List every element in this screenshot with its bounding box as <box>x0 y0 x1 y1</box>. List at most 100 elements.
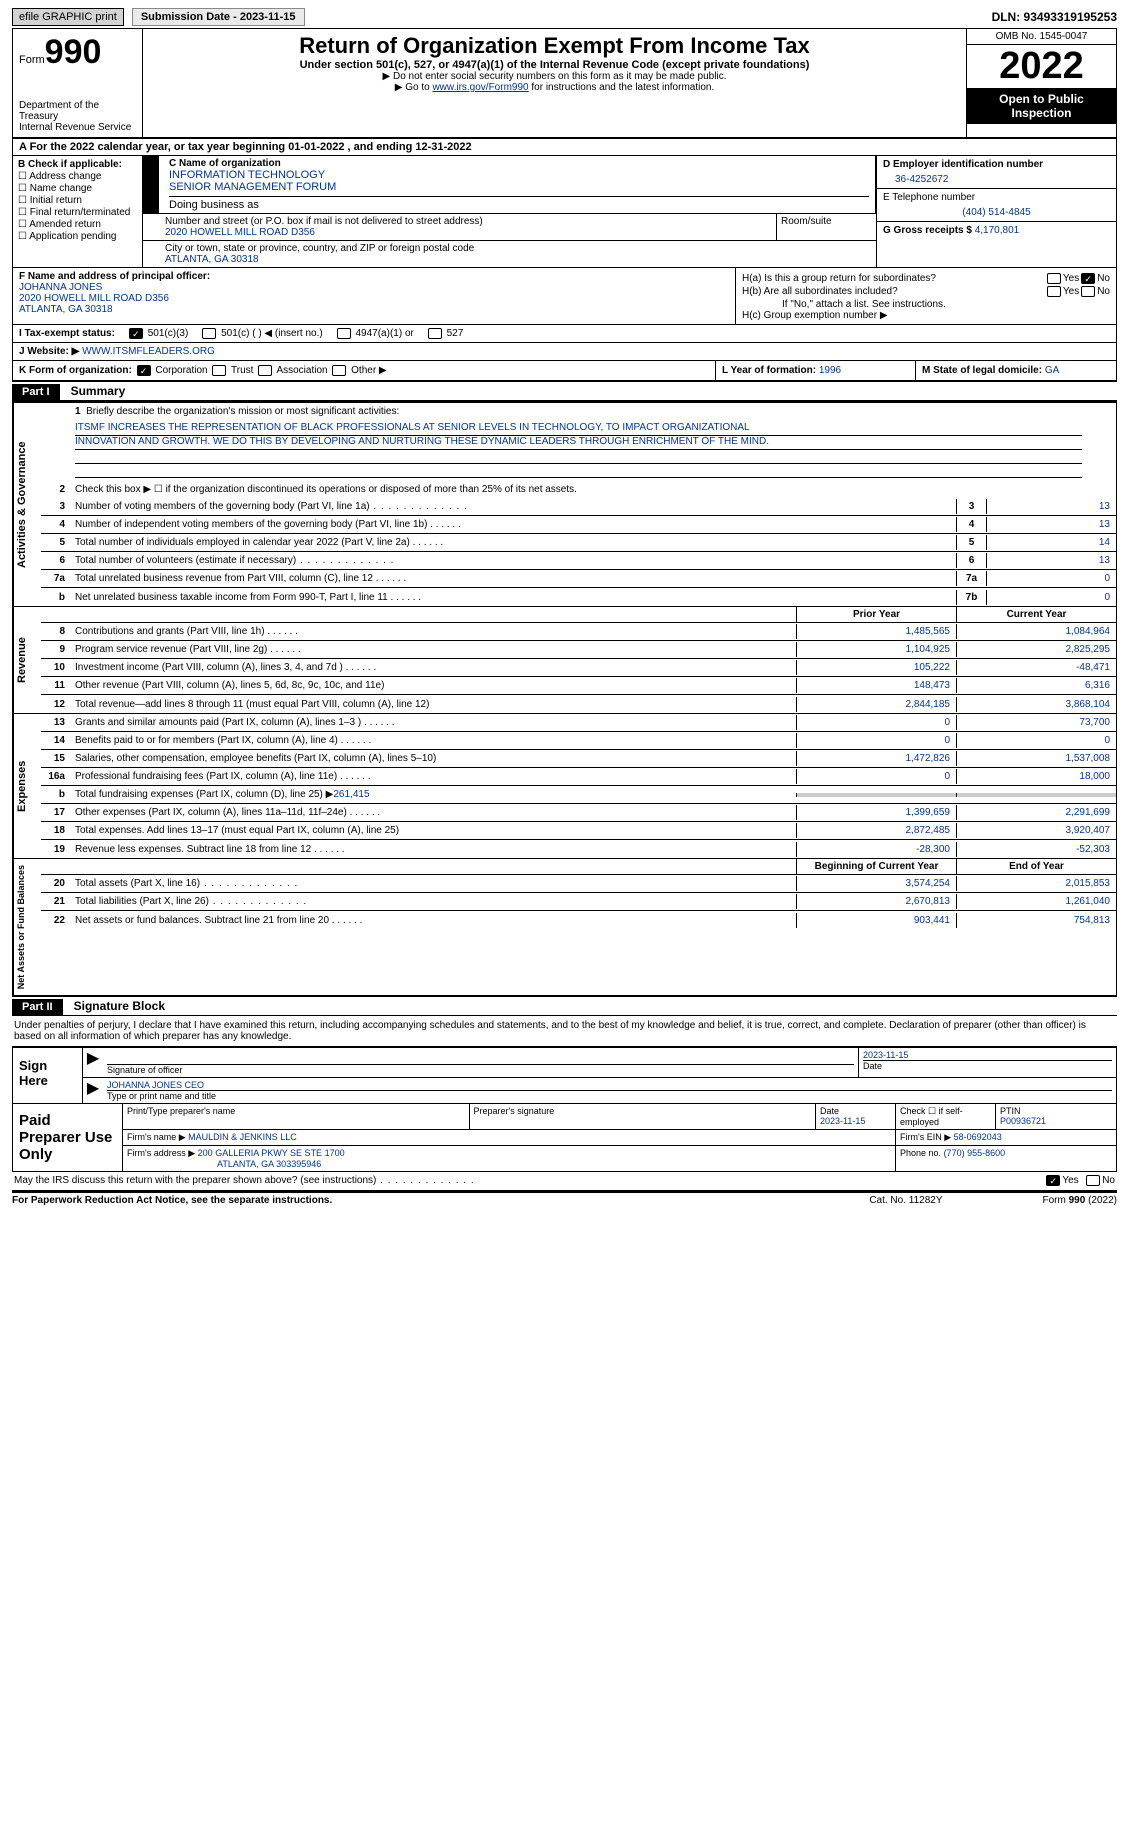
org-name2: SENIOR MANAGEMENT FORUM <box>169 181 869 193</box>
cy13: 73,700 <box>956 715 1116 730</box>
hb-note: If "No," attach a list. See instructions… <box>742 299 1110 310</box>
py10: 105,222 <box>796 660 956 675</box>
line20: Total assets (Part X, line 16) <box>71 876 796 891</box>
val7b: 0 <box>986 590 1116 605</box>
k-label: K Form of organization: <box>19 365 132 376</box>
chk-amended[interactable]: ☐ Amended return <box>18 219 137 230</box>
vlabel-net: Net Assets or Fund Balances <box>13 859 41 995</box>
l-val: 1996 <box>819 365 841 376</box>
chk-assoc[interactable]: Association <box>256 365 327 376</box>
row-klm: K Form of organization: Corporation Trus… <box>12 361 1117 382</box>
line10: Investment income (Part VIII, column (A)… <box>71 660 796 675</box>
footer-cat: Cat. No. 11282Y <box>869 1195 942 1206</box>
cy17: 2,291,699 <box>956 805 1116 820</box>
vlabel-expenses: Expenses <box>13 714 41 858</box>
ein-label: D Employer identification number <box>883 159 1110 170</box>
form-number: 990 <box>45 33 102 71</box>
line6: Total number of volunteers (estimate if … <box>71 553 956 568</box>
line18: Total expenses. Add lines 13–17 (must eq… <box>71 823 796 838</box>
py21: 2,670,813 <box>796 894 956 909</box>
sign-here-label: Sign Here <box>13 1048 83 1103</box>
dln: DLN: 93493319195253 <box>992 10 1117 24</box>
chk-corp[interactable]: Corporation <box>135 365 208 376</box>
chk-trust[interactable]: Trust <box>210 365 253 376</box>
val7a: 0 <box>986 571 1116 586</box>
chk-app[interactable]: ☐ Application pending <box>18 231 137 242</box>
chk-final[interactable]: ☐ Final return/terminated <box>18 207 137 218</box>
part2-hdr: Part II <box>12 999 63 1015</box>
chk-other[interactable]: Other ▶ <box>330 365 386 376</box>
line21: Total liabilities (Part X, line 26) <box>71 894 796 909</box>
hc-label: H(c) Group exemption number ▶ <box>742 310 1110 321</box>
firm-ein-label: Firm's EIN ▶ <box>900 1132 951 1142</box>
line17: Other expenses (Part IX, column (A), lin… <box>71 805 796 820</box>
mission-line1: ITSMF INCREASES THE REPRESENTATION OF BL… <box>75 422 1082 436</box>
line7b: Net unrelated business taxable income fr… <box>71 590 956 605</box>
chk-501c[interactable]: 501(c) ( ) ◀ (insert no.) <box>200 328 322 339</box>
gross-val: 4,170,801 <box>975 225 1020 236</box>
tax-year: 2022 <box>967 45 1116 88</box>
discuss-no[interactable]: No <box>1084 1175 1115 1186</box>
m-label: M State of legal domicile: <box>922 365 1042 376</box>
i-label: I Tax-exempt status: <box>19 328 115 339</box>
val4: 13 <box>986 517 1116 532</box>
cy10: -48,471 <box>956 660 1116 675</box>
discuss-row: May the IRS discuss this return with the… <box>12 1172 1117 1191</box>
ptin-label: PTIN <box>1000 1106 1021 1116</box>
py17: 1,399,659 <box>796 805 956 820</box>
line14: Benefits paid to or for members (Part IX… <box>71 733 796 748</box>
part2-title: Signature Block <box>66 997 173 1015</box>
cy14: 0 <box>956 733 1116 748</box>
sig-officer-label: Signature of officer <box>107 1064 854 1075</box>
submission-date: Submission Date - 2023-11-15 <box>132 8 305 26</box>
sig-name-label: Type or print name and title <box>107 1090 1112 1101</box>
line15: Salaries, other compensation, employee b… <box>71 751 796 766</box>
mission-label: Briefly describe the organization's miss… <box>86 406 399 417</box>
val5: 14 <box>986 535 1116 550</box>
chk-527[interactable]: 527 <box>426 328 463 339</box>
hdr-eoy: End of Year <box>956 859 1116 874</box>
firm-phone-label: Phone no. <box>900 1148 941 1158</box>
room-label: Room/suite <box>776 214 876 240</box>
ha-yes[interactable] <box>1047 273 1061 284</box>
firm-name-label: Firm's name ▶ <box>127 1132 186 1142</box>
f-label: F Name and address of principal officer: <box>19 271 729 282</box>
chk-name[interactable]: ☐ Name change <box>18 183 137 194</box>
block-fh: F Name and address of principal officer:… <box>12 268 1117 325</box>
form-title: Return of Organization Exempt From Incom… <box>149 33 960 59</box>
chk-4947[interactable]: 4947(a)(1) or <box>335 328 414 339</box>
hb-label: H(b) Are all subordinates included? <box>742 286 1045 297</box>
prep-date-label: Date <box>820 1106 839 1116</box>
footer-form: Form 990 (2022) <box>1043 1195 1117 1206</box>
vlabel-revenue: Revenue <box>13 607 41 713</box>
discuss-yes[interactable]: Yes <box>1044 1175 1078 1186</box>
ha-no[interactable] <box>1081 273 1095 284</box>
m-val: GA <box>1045 365 1059 376</box>
cy18: 3,920,407 <box>956 823 1116 838</box>
irs-link[interactable]: www.irs.gov/Form990 <box>432 82 528 93</box>
self-emp[interactable]: Check ☐ if self-employed <box>896 1104 996 1129</box>
cy20: 2,015,853 <box>956 876 1116 891</box>
line2: Check this box ▶ ☐ if the organization d… <box>71 482 1116 497</box>
cy22: 754,813 <box>956 913 1116 928</box>
line19: Revenue less expenses. Subtract line 18 … <box>71 842 796 857</box>
line9: Program service revenue (Part VIII, line… <box>71 642 796 657</box>
prep-sig-label: Preparer's signature <box>470 1104 817 1129</box>
instr1: ▶ Do not enter social security numbers o… <box>149 71 960 82</box>
cy12: 3,868,104 <box>956 697 1116 712</box>
line5: Total number of individuals employed in … <box>71 535 956 550</box>
prep-date: 2023-11-15 <box>820 1116 865 1126</box>
hb-no[interactable] <box>1081 286 1095 297</box>
mission-line2: INNOVATION AND GROWTH. WE DO THIS BY DEV… <box>75 436 1082 450</box>
revenue-section: Revenue Prior YearCurrent Year 8Contribu… <box>12 607 1117 714</box>
chk-initial[interactable]: ☐ Initial return <box>18 195 137 206</box>
ein-val: 36-4252672 <box>883 170 1110 185</box>
py20: 3,574,254 <box>796 876 956 891</box>
val6: 13 <box>986 553 1116 568</box>
arrow-icon: ▶ <box>83 1078 103 1103</box>
chk-501c3[interactable]: 501(c)(3) <box>127 328 188 339</box>
chk-address[interactable]: ☐ Address change <box>18 171 137 182</box>
firm-phone: (770) 955-8600 <box>944 1148 1006 1158</box>
py16b <box>796 793 956 797</box>
hb-yes[interactable] <box>1047 286 1061 297</box>
